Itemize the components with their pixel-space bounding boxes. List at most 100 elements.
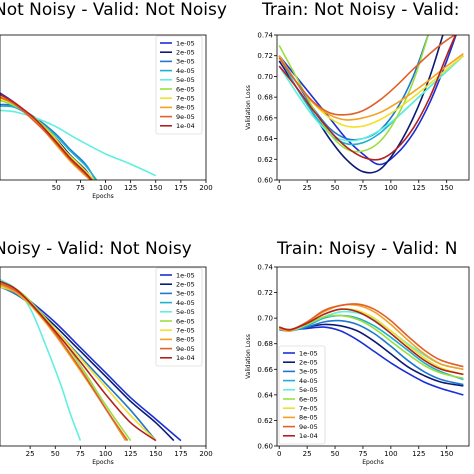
legend-label: 3e-05 (176, 290, 195, 298)
x-tick-label: 75 (76, 184, 85, 192)
y-tick-label: 0.62 (257, 156, 273, 164)
x-tick-label: 25 (303, 450, 312, 458)
series-group (278, 35, 464, 174)
chart-panel-3: Noisy - Valid: Not Noisy 25 50 75 100 125 150 1… (0, 239, 213, 466)
x-tick-label: 150 (149, 184, 162, 192)
legend-label: 3e-05 (299, 368, 318, 376)
x-tick-label: 175 (174, 450, 187, 458)
series-line-8e-05 (0, 284, 127, 442)
series-line-6e-05 (278, 314, 464, 379)
series-line-1e-05 (278, 35, 457, 166)
legend-label: 2e-05 (176, 281, 195, 289)
chart-panel-4: Train: Noisy - Valid: N 0 25 50 75 100 125 150 0… (245, 239, 470, 466)
legend-label: 7e-05 (176, 327, 195, 335)
y-tick-label: 0.64 (257, 135, 273, 143)
chart-panel-2: Train: Not Noisy - Valid: 0 25 50 75 100 125 15… (245, 0, 470, 192)
x-tick-label: 75 (76, 450, 85, 458)
panel-title: Train: Noisy - Valid: N (276, 239, 457, 259)
legend-label: 8e-05 (299, 414, 318, 422)
y-tick-label: 0.72 (257, 289, 273, 297)
x-tick-label: 25 (26, 450, 35, 458)
x-tick-label: 150 (440, 184, 453, 192)
series-line-1e-04 (278, 308, 464, 376)
x-tick-label: 125 (412, 450, 425, 458)
legend-box (155, 35, 203, 135)
y-tick-label: 0.68 (257, 340, 273, 348)
legend-label: 9e-05 (176, 113, 195, 121)
series-line-1e-05 (279, 326, 464, 396)
y-tick-label: 0.60 (257, 177, 273, 185)
series-line-5e-05 (278, 55, 464, 142)
legend-label: 7e-05 (176, 95, 195, 103)
y-tick-label: 0.74 (257, 264, 273, 272)
plot-frame (0, 34, 207, 181)
legend-label: 9e-05 (299, 423, 318, 431)
series-line-9e-05 (278, 303, 464, 368)
x-tick-label: 125 (412, 184, 425, 192)
y-tick-label: 0.74 (257, 32, 273, 40)
series-line-7e-05 (0, 285, 157, 442)
series-line-1e-04 (278, 35, 457, 161)
x-tick-label: 75 (358, 184, 367, 192)
legend-label: 4e-05 (299, 377, 318, 385)
legend-label: 6e-05 (176, 317, 195, 325)
legend-label: 5e-05 (299, 386, 318, 394)
plot-frame (276, 266, 470, 447)
x-tick-label: 175 (174, 184, 187, 192)
y-tick-label: 0.70 (257, 73, 273, 81)
x-tick-label: 200 (199, 450, 212, 458)
legend-label: 6e-05 (299, 395, 318, 403)
y-tick-label: 0.72 (257, 52, 273, 60)
series-group (278, 303, 464, 396)
legend-label: 8e-05 (176, 104, 195, 112)
x-tick-label: 100 (384, 450, 397, 458)
legend-label: 1e-04 (176, 354, 195, 362)
x-axis-label: Epochs (92, 459, 114, 466)
x-tick-label: 100 (99, 184, 112, 192)
series-line-3e-05 (279, 319, 464, 386)
legend-label: 5e-05 (176, 76, 195, 84)
x-tick-label: 200 (199, 184, 212, 192)
y-axis-label: Validation Loss (245, 334, 252, 379)
x-tick-label: 75 (358, 450, 367, 458)
x-tick-label: 100 (99, 450, 112, 458)
x-tick-label: 50 (51, 450, 60, 458)
x-axis-label: Epochs (92, 193, 114, 200)
panel-title: Train: Not Noisy - Valid: (261, 0, 460, 20)
series-line-5e-05 (0, 278, 82, 441)
y-tick-label: 0.66 (257, 366, 273, 374)
y-tick-label: 0.66 (257, 114, 273, 122)
legend-label: 1e-04 (176, 122, 195, 130)
panel-title: Not Noisy - Valid: Not Noisy (0, 0, 227, 20)
x-tick-label: 0 (277, 450, 281, 458)
series-group (0, 92, 157, 180)
x-tick-label: 150 (440, 450, 453, 458)
x-tick-label: 50 (331, 450, 340, 458)
legend-label: 1e-04 (299, 432, 318, 440)
x-tick-label: 50 (52, 184, 61, 192)
legend-label: 1e-05 (299, 349, 318, 357)
x-tick-label: 0 (277, 184, 281, 192)
series-group (0, 278, 182, 442)
x-tick-label: 125 (124, 184, 137, 192)
legend-label: 1e-05 (176, 271, 195, 279)
series-line-9e-05 (0, 96, 93, 180)
legend-label: 1e-05 (176, 39, 195, 47)
legend-label: 4e-05 (176, 299, 195, 307)
chart-panel-1: Not Noisy - Valid: Not Noisy 50 75 100 125 15… (0, 0, 227, 200)
legend-box (278, 345, 326, 445)
x-tick-label: 25 (303, 184, 312, 192)
x-tick-label: 100 (384, 184, 397, 192)
legend-label: 2e-05 (176, 49, 195, 57)
x-tick-label: 150 (149, 450, 162, 458)
legend-label: 8e-05 (176, 336, 195, 344)
series-line-1e-05 (0, 284, 182, 442)
x-tick-label: 50 (331, 184, 340, 192)
legend-label: 7e-05 (299, 405, 318, 413)
legend-box (155, 267, 203, 367)
series-line-9e-05 (0, 282, 129, 442)
